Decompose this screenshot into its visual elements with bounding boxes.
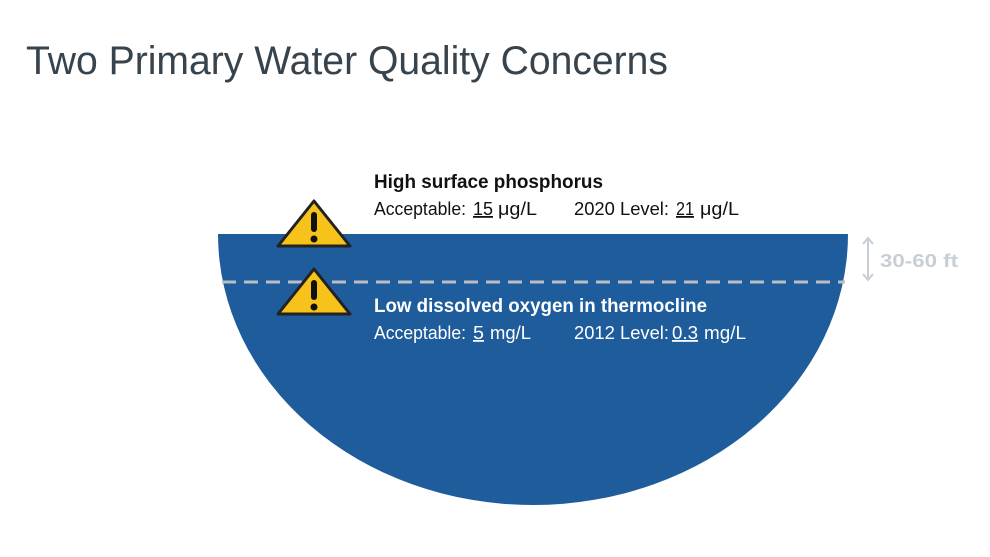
level-value: 21 [676, 199, 694, 219]
acceptable-label: Acceptable: [374, 199, 466, 219]
lake [218, 234, 848, 505]
depth-label: 30-60 ft [880, 251, 958, 271]
title: Two Primary Water Quality Concerns [26, 39, 668, 83]
level-label: 2012 Level: [574, 323, 669, 343]
warning-icon [276, 199, 352, 248]
unit: μg/L [498, 199, 537, 219]
acceptable-value: 15 [473, 199, 493, 219]
level-value: 0.3 [672, 323, 698, 343]
acceptable-label: Acceptable: [374, 323, 466, 343]
unit: μg/L [700, 199, 739, 219]
acceptable-value: 5 [473, 323, 484, 343]
warning-icon [276, 267, 352, 316]
unit: mg/L [490, 323, 531, 343]
unit: mg/L [704, 323, 746, 343]
concern-heading: Low dissolved oxygen in thermocline [374, 296, 707, 317]
concern-heading: High surface phosphorus [374, 172, 603, 193]
depth-arrow [862, 236, 874, 282]
level-label: 2020 Level: [574, 199, 669, 219]
